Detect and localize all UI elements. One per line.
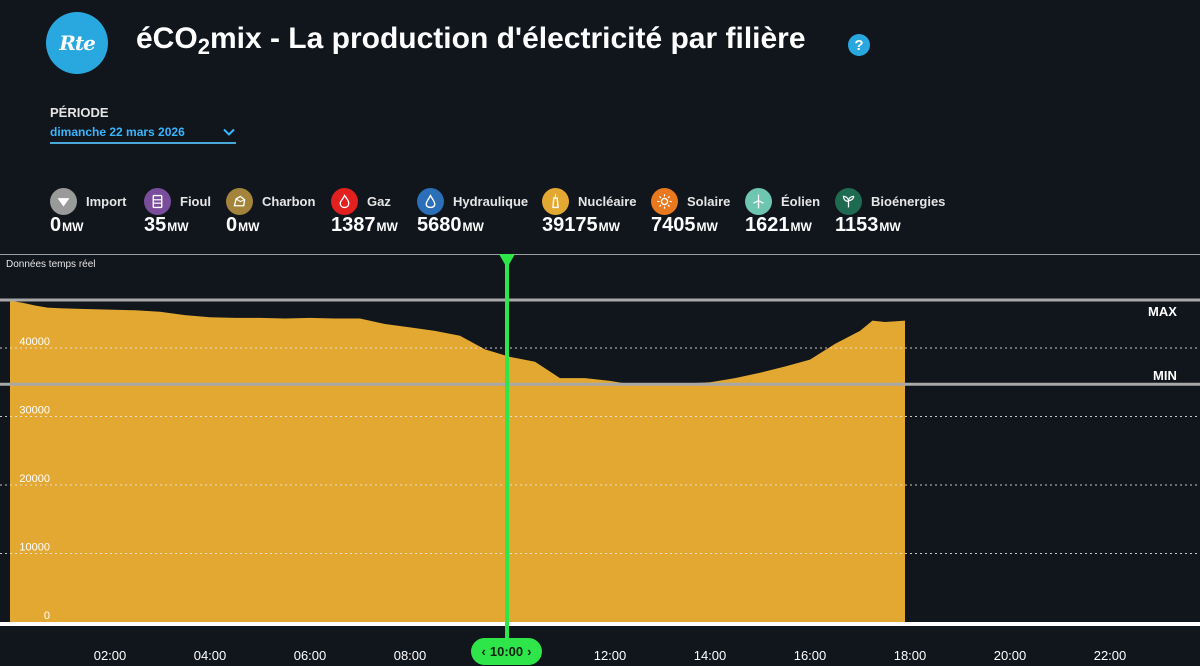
source-value: 1621MW — [745, 214, 812, 236]
y-tick-label: 40000 — [19, 336, 50, 348]
source-name: Gaz — [367, 194, 391, 209]
period-dropdown[interactable]: dimanche 22 mars 2026 — [50, 122, 236, 144]
x-tick-label: 08:00 — [394, 648, 427, 663]
page-title: éCO2mix - La production d'électricité pa… — [136, 22, 806, 59]
realtime-label: Données temps réel — [6, 259, 96, 270]
fuel-oil-icon — [144, 188, 171, 215]
source-value: 7405MW — [651, 214, 718, 236]
source-name: Import — [86, 194, 127, 209]
source-value: 35MW — [144, 214, 189, 236]
cursor-time: 10:00 — [489, 644, 524, 659]
source-value: 0MW — [50, 214, 84, 236]
source-value: 0MW — [226, 214, 260, 236]
bioenergy-icon — [835, 188, 862, 215]
y-tick-label: 0 — [44, 610, 50, 622]
import-icon — [50, 188, 77, 215]
period-value: dimanche 22 mars 2026 — [50, 125, 185, 139]
x-tick-label: 06:00 — [294, 648, 327, 663]
x-tick-label: 20:00 — [994, 648, 1027, 663]
period-label: PÉRIODE — [50, 105, 109, 120]
source-name: Fioul — [180, 194, 212, 209]
wind-icon — [745, 188, 772, 215]
gas-icon — [331, 188, 358, 215]
x-tick-label: 04:00 — [194, 648, 227, 663]
coal-icon — [226, 188, 253, 215]
y-tick-label: 30000 — [19, 405, 50, 417]
x-tick-label: 02:00 — [94, 648, 127, 663]
x-tick-label: 14:00 — [694, 648, 727, 663]
source-name: Solaire — [687, 194, 731, 209]
rte-logo: Rte — [46, 12, 108, 74]
y-tick-label: 20000 — [19, 473, 50, 485]
source-value: 5680MW — [417, 214, 484, 236]
solar-icon — [651, 188, 678, 215]
source-name: Nucléaire — [578, 194, 637, 209]
nuclear-area — [10, 300, 905, 622]
y-tick-label: 10000 — [19, 542, 50, 554]
nuclear-icon — [542, 188, 569, 215]
chevron-down-icon — [223, 128, 235, 136]
help-icon[interactable]: ? — [848, 34, 870, 56]
source-value: 1153MW — [835, 214, 901, 236]
production-sources: Import 0MW Fioul 35MW Charbon 0MW Gaz 13… — [50, 188, 1050, 238]
source-name: Hydraulique — [453, 194, 529, 209]
source-name: Éolien — [781, 194, 821, 209]
chart-top-rule — [0, 254, 1200, 255]
production-chart[interactable]: 0 10000 20000 30000 40000 02:00 04:00 06:00 08:0… — [0, 254, 1200, 666]
x-tick-label: 22:00 — [1094, 648, 1127, 663]
source-name: Charbon — [262, 194, 316, 209]
hydro-icon — [417, 188, 444, 215]
time-cursor-handle[interactable]: ‹ 10:00 › — [471, 638, 542, 665]
time-cursor-marker — [499, 254, 515, 268]
source-value: 1387MW — [331, 214, 398, 236]
x-tick-label: 18:00 — [894, 648, 927, 663]
x-tick-label: 12:00 — [594, 648, 627, 663]
min-label: MIN — [1153, 368, 1177, 384]
x-tick-label: 16:00 — [794, 648, 827, 663]
source-value: 39175MW — [542, 214, 620, 236]
max-label: MAX — [1148, 304, 1177, 320]
source-name: Bioénergies — [871, 194, 946, 209]
